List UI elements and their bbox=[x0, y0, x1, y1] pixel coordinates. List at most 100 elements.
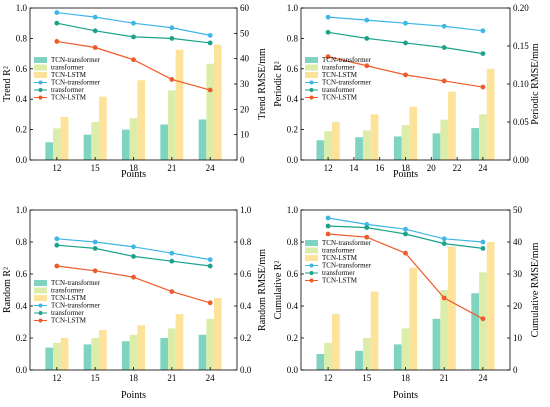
bar-transformer bbox=[129, 334, 138, 370]
point-tcn-lstm bbox=[441, 295, 447, 301]
point-tcn-transformer bbox=[54, 10, 60, 15]
bar-tcn-transformer bbox=[393, 344, 402, 370]
point-tcn-transformer bbox=[131, 20, 136, 26]
x-tick-label: 18 bbox=[129, 373, 139, 383]
point-tcn-transformer bbox=[92, 239, 98, 245]
point-tcn-lstm bbox=[403, 250, 408, 256]
y2-tick-label: 10 bbox=[513, 333, 523, 343]
y-axis-label: Random R² bbox=[2, 267, 13, 313]
bar-tcn-transformer bbox=[355, 137, 363, 160]
y2-tick-label: 40 bbox=[513, 237, 523, 247]
point-tcn-lstm bbox=[131, 57, 136, 63]
legend-label: transformer bbox=[51, 86, 84, 94]
y2-axis-label: Random RMSE/mm bbox=[257, 249, 268, 331]
y2-tick-label: 0.15 bbox=[513, 41, 529, 51]
point-tcn-lstm bbox=[169, 77, 175, 82]
y-tick-label: 0.2 bbox=[287, 333, 298, 343]
x-tick-label: 18 bbox=[401, 373, 411, 383]
bar-tcn-transformer bbox=[471, 293, 480, 370]
y-tick-label: 0.8 bbox=[16, 237, 28, 247]
legend-swatch-bar bbox=[34, 287, 47, 294]
point-transformer bbox=[364, 225, 370, 231]
y2-tick-label: 1.0 bbox=[240, 205, 252, 215]
legend-swatch-marker bbox=[38, 311, 43, 315]
bar-tcn-transformer bbox=[355, 350, 363, 370]
bar-tcn-transformer bbox=[432, 133, 441, 160]
bar-tcn-transformer bbox=[432, 318, 441, 370]
bar-transformer bbox=[440, 119, 449, 160]
legend-label: TCN-transformer bbox=[322, 79, 372, 87]
point-tcn-transformer bbox=[92, 14, 98, 20]
legend-label: TCN-LSTM bbox=[51, 294, 87, 302]
x-tick-label: 14 bbox=[349, 163, 359, 173]
legend-swatch-bar bbox=[305, 240, 318, 246]
point-transformer bbox=[325, 29, 331, 35]
legend-swatch-marker bbox=[309, 271, 314, 275]
x-tick-label: 12 bbox=[324, 163, 333, 173]
y2-axis-label: Periodic RMSE/mm bbox=[530, 43, 541, 125]
point-tcn-lstm bbox=[364, 234, 370, 240]
legend: TCN-transformertransformerTCN-LSTMTCN-tr… bbox=[305, 56, 372, 102]
y2-tick-label: 30 bbox=[513, 269, 523, 279]
legend-label: TCN-LSTM bbox=[322, 94, 358, 102]
legend-label: TCN-transformer bbox=[51, 79, 101, 87]
y-tick-label: 0.6 bbox=[16, 64, 28, 74]
y-tick-label: 0.4 bbox=[287, 301, 299, 311]
legend-label: transformer bbox=[322, 64, 355, 72]
x-tick-label: 24 bbox=[478, 163, 488, 173]
x-tick-label: 15 bbox=[362, 373, 372, 383]
point-tcn-transformer bbox=[480, 239, 486, 245]
x-axis-label: Points bbox=[393, 169, 418, 180]
legend-swatch-marker bbox=[309, 88, 314, 92]
bar-tcn-lstm bbox=[214, 298, 222, 370]
point-tcn-transformer bbox=[131, 244, 136, 250]
legend-swatch-bar bbox=[305, 72, 318, 78]
legend-swatch-marker bbox=[309, 263, 314, 268]
legend-label: transformer bbox=[322, 269, 355, 277]
legend-label: TCN-transformer bbox=[322, 239, 372, 247]
bar-tcn-lstm bbox=[175, 314, 184, 370]
y-tick-label: 0.0 bbox=[287, 155, 299, 165]
y-axis-label: Cumulative R² bbox=[273, 261, 284, 320]
x-axis-label: Points bbox=[393, 390, 418, 401]
y-tick-label: 0.6 bbox=[16, 269, 28, 279]
bar-tcn-lstm bbox=[137, 80, 145, 160]
point-tcn-lstm bbox=[92, 45, 98, 50]
legend-label: transformer bbox=[322, 86, 355, 94]
y-tick-label: 0.2 bbox=[287, 125, 298, 135]
bar-tcn-lstm bbox=[99, 96, 107, 160]
y-tick-label: 0.0 bbox=[287, 365, 299, 375]
y2-tick-label: 0 bbox=[513, 365, 518, 375]
point-tcn-transformer bbox=[169, 25, 175, 31]
bar-transformer bbox=[168, 328, 176, 370]
chart-panel-trend: 0.0 0.2 0.4 0.6 0.8 1.0 0 10 20 30 40 50 60 12 15 18 21 2… bbox=[2, 3, 268, 180]
bar-tcn-transformer bbox=[160, 338, 168, 370]
y-tick-label: 0.0 bbox=[16, 155, 28, 165]
point-tcn-transformer bbox=[441, 236, 447, 242]
legend-label: TCN-transformer bbox=[51, 56, 101, 64]
legend-swatch-bar bbox=[305, 255, 318, 261]
x-tick-label: 24 bbox=[206, 163, 216, 173]
x-tick-label: 22 bbox=[453, 163, 462, 173]
bar-tcn-lstm bbox=[331, 122, 340, 160]
x-tick-label: 12 bbox=[52, 373, 61, 383]
x-tick-label: 21 bbox=[440, 373, 449, 383]
legend-swatch-bar bbox=[34, 57, 47, 63]
legend-label: TCN-LSTM bbox=[51, 317, 87, 325]
y-tick-label: 0.4 bbox=[16, 301, 28, 311]
y-axis-label: Trend R² bbox=[2, 66, 13, 102]
bar-tcn-transformer bbox=[122, 129, 130, 160]
chart-panel-cumulative: 0.0 0.2 0.4 0.6 0.8 1.0 0 10 20 30 40 50 12 15 18 21 24 P… bbox=[273, 205, 541, 401]
bar-transformer bbox=[479, 114, 487, 160]
point-tcn-lstm bbox=[92, 268, 98, 274]
bar-tcn-lstm bbox=[486, 68, 495, 160]
point-transformer bbox=[480, 246, 486, 251]
point-tcn-lstm bbox=[169, 289, 175, 294]
legend-label: TCN-LSTM bbox=[51, 94, 87, 102]
bar-tcn-lstm bbox=[409, 106, 418, 160]
y-tick-label: 1.0 bbox=[287, 205, 299, 215]
bar-tcn-lstm bbox=[331, 314, 340, 370]
point-transformer bbox=[364, 36, 370, 41]
x-tick-label: 12 bbox=[52, 163, 61, 173]
